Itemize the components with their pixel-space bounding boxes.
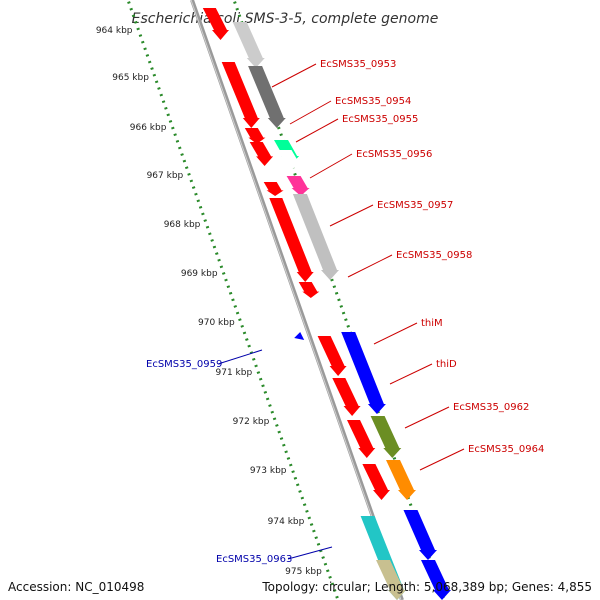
label-leader-line bbox=[347, 254, 393, 278]
label-leader-line bbox=[309, 153, 353, 179]
gene-label[interactable]: EcSMS35_0953 bbox=[320, 59, 396, 70]
gene-feature[interactable] bbox=[298, 282, 320, 298]
gene-feature[interactable] bbox=[232, 22, 265, 68]
gene-feature[interactable] bbox=[370, 416, 402, 458]
gene-feature[interactable] bbox=[263, 182, 284, 196]
label-leader-line bbox=[329, 204, 374, 227]
gene-label[interactable]: EcSMS35_0956 bbox=[356, 149, 432, 160]
left-dotted-ring bbox=[126, 0, 340, 600]
gene-label[interactable]: EcSMS35_0959 bbox=[146, 359, 222, 370]
gene-feature[interactable] bbox=[248, 66, 286, 128]
label-leader-line bbox=[289, 100, 332, 125]
label-leader-line bbox=[271, 63, 317, 88]
label-leader-line bbox=[287, 546, 333, 560]
gene-feature[interactable] bbox=[403, 510, 438, 560]
tick-label: 973 kbp bbox=[250, 466, 287, 476]
tick-label: 969 kbp bbox=[181, 269, 218, 279]
label-leader-line bbox=[217, 349, 263, 365]
tick-label: 971 kbp bbox=[216, 368, 253, 378]
accession-text: Accession: NC_010498 bbox=[8, 580, 145, 594]
gene-feature[interactable] bbox=[292, 194, 339, 280]
gene-features bbox=[202, 8, 451, 600]
outer-dotted-rings bbox=[126, 0, 446, 600]
tick-label: 967 kbp bbox=[147, 171, 184, 181]
kbp-ticks: 964 kbp 965 kbp 966 kbp 967 kbp 968 kbp 969 k… bbox=[96, 26, 322, 577]
gene-feature[interactable] bbox=[277, 150, 301, 170]
tick-label: 975 kbp bbox=[285, 567, 322, 577]
gene-feature[interactable] bbox=[317, 336, 347, 376]
tick-label: 974 kbp bbox=[268, 517, 305, 527]
label-leader-line bbox=[404, 406, 450, 429]
gene-label[interactable]: thiD bbox=[436, 359, 457, 370]
gene-label[interactable]: EcSMS35_0955 bbox=[342, 114, 418, 125]
label-leader-line bbox=[373, 322, 418, 345]
tick-label: 966 kbp bbox=[130, 123, 167, 133]
gene-feature[interactable] bbox=[249, 142, 274, 166]
gene-label[interactable]: EcSMS35_0954 bbox=[335, 96, 411, 107]
label-leader-line bbox=[419, 448, 465, 471]
gene-label[interactable]: EcSMS35_0963 bbox=[216, 554, 292, 565]
tick-label: 970 kbp bbox=[198, 318, 235, 328]
gene-label[interactable]: EcSMS35_0964 bbox=[468, 444, 544, 455]
gene-feature[interactable] bbox=[244, 128, 266, 144]
tick-label: 972 kbp bbox=[233, 417, 270, 427]
gene-label[interactable]: EcSMS35_0962 bbox=[453, 402, 529, 413]
gene-label[interactable]: EcSMS35_0958 bbox=[396, 250, 472, 261]
tick-label: 964 kbp bbox=[96, 26, 133, 36]
backbone-line bbox=[190, 0, 404, 600]
gene-label[interactable]: thiM bbox=[421, 318, 443, 329]
gene-feature[interactable] bbox=[386, 460, 416, 500]
topology-summary: Topology: circular; Length: 5,068,389 bp… bbox=[262, 580, 592, 594]
tick-label: 965 kbp bbox=[112, 73, 149, 83]
label-leader-line bbox=[295, 118, 339, 143]
label-leader-line bbox=[389, 363, 433, 385]
gene-feature[interactable] bbox=[221, 62, 260, 128]
gene-labels: EcSMS35_0953 EcSMS35_0954 EcSMS35_0955 EcSM… bbox=[146, 59, 544, 565]
gene-feature[interactable] bbox=[269, 198, 314, 282]
gene-label[interactable]: EcSMS35_0957 bbox=[377, 200, 453, 211]
map-title: Escherichia coli SMS-3-5, complete genom… bbox=[132, 11, 439, 27]
gene-feature[interactable] bbox=[362, 464, 390, 500]
gene-feature[interactable] bbox=[286, 176, 310, 196]
gene-feature[interactable] bbox=[294, 332, 305, 340]
right-dotted-ring bbox=[232, 0, 446, 600]
gene-feature[interactable] bbox=[341, 332, 386, 414]
gene-feature[interactable] bbox=[202, 8, 229, 40]
gene-feature[interactable] bbox=[376, 560, 406, 600]
tick-label: 968 kbp bbox=[164, 220, 201, 230]
backbone-highlight bbox=[190, 0, 402, 600]
gene-feature[interactable] bbox=[332, 378, 361, 416]
gene-feature[interactable] bbox=[421, 560, 451, 600]
gene-feature[interactable] bbox=[347, 420, 376, 458]
